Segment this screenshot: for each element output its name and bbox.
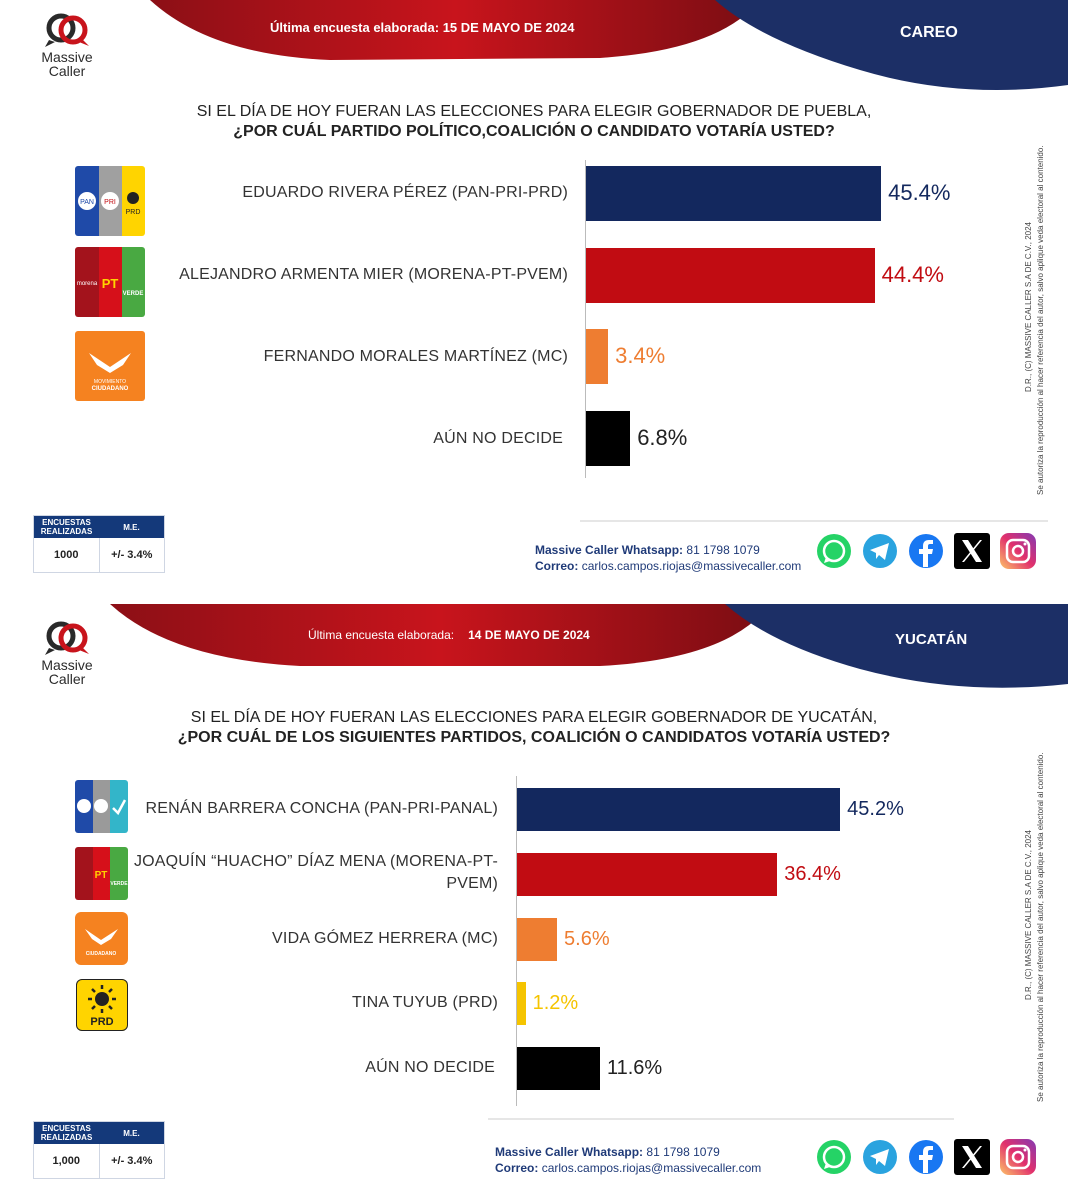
svg-text:morena: morena: [77, 281, 98, 287]
survey-date: Última encuesta elaborada: 14 DE MAYO DE …: [308, 628, 590, 642]
x-icon[interactable]: [954, 1139, 990, 1175]
social-icons: [816, 533, 1036, 569]
value-label-1: 45.2%: [847, 798, 904, 820]
bar-3: [586, 329, 609, 384]
chart-axis: [585, 160, 586, 478]
svg-text:VERDE: VERDE: [110, 881, 128, 887]
movimiento-ciudadano-logo: CIUDADANO: [75, 912, 128, 965]
svg-text:CIUDADANO: CIUDADANO: [92, 386, 129, 392]
poll-question: SI EL DÍA DE HOY FUERAN LAS ELECCIONES P…: [177, 709, 891, 746]
poll-panel-yucatan: Última encuesta elaborada: 14 DE MAYO DE …: [0, 604, 1068, 1200]
copyright-text: D.R., (C) MASSIVE CALLER S.A DE C.V., 20…: [1024, 830, 1033, 1000]
value-label-2: 44.4%: [881, 262, 944, 287]
value-label-3: 3.4%: [615, 343, 666, 368]
bar-1: [517, 788, 841, 831]
prd-logo: PRD: [76, 979, 128, 1031]
candidate-label-3: FERNANDO MORALES MARTÍNEZ (MC): [263, 348, 568, 365]
svg-text:CIUDADANO: CIUDADANO: [86, 951, 117, 957]
chart-axis: [516, 776, 517, 1106]
massive-caller-logo: Massive Caller: [30, 618, 104, 686]
bar-3: [517, 918, 558, 961]
svg-text:PRI: PRI: [104, 199, 116, 206]
bar-5: [517, 1047, 600, 1090]
morena-pt-verde-logo: morena PT VERDE: [75, 247, 145, 317]
whatsapp-icon[interactable]: [816, 533, 852, 569]
value-label-2: 36.4%: [784, 863, 841, 885]
social-icons: [816, 1139, 1036, 1175]
svg-text:VERDE: VERDE: [123, 291, 144, 297]
bar-4: [517, 982, 526, 1025]
value-label-4: 1.2%: [532, 992, 579, 1014]
copyright-text: D.R., (C) MASSIVE CALLER S.A DE C.V., 20…: [1024, 222, 1033, 392]
header-decoration: [150, 0, 1068, 90]
massive-caller-logo: Massive Caller: [30, 10, 104, 78]
instagram-icon[interactable]: [1000, 533, 1036, 569]
candidate-label-2: JOAQUÍN “HUACHO” DÍAZ MENA (MORENA-PT-PV…: [133, 853, 498, 892]
header-decoration: [110, 604, 1068, 688]
contact-info: Massive Caller Whatsapp: 81 1798 1079 Co…: [535, 543, 802, 573]
facebook-icon[interactable]: [908, 1139, 944, 1175]
telegram-icon[interactable]: [862, 533, 898, 569]
svg-text:PRD: PRD: [126, 209, 141, 216]
pan-pri-prd-logo: PAN PRI PRD: [75, 166, 145, 236]
contact-info: Massive Caller Whatsapp: 81 1798 1079 Co…: [495, 1145, 762, 1175]
survey-date: Última encuesta elaborada: 15 DE MAYO DE…: [270, 20, 575, 35]
svg-text:PT: PT: [102, 276, 119, 291]
svg-text:PAN: PAN: [80, 199, 94, 206]
bar-4: [586, 411, 631, 466]
survey-stats-table: ENCUESTAS REALIZADAS M.E. 1000 +/- 3.4%: [33, 515, 165, 573]
bar-2: [517, 853, 778, 896]
poll-question: SI EL DÍA DE HOY FUERAN LAS ELECCIONES P…: [196, 103, 872, 140]
movimiento-ciudadano-logo: MOVIMIENTO CIUDADANO: [75, 331, 145, 401]
state-label: CAREO: [900, 24, 958, 41]
candidate-label-4: TINA TUYUB (PRD): [351, 994, 498, 1011]
morena-pt-verde-logo: PT VERDE: [75, 847, 128, 900]
svg-text:MOVIMIENTO: MOVIMIENTO: [94, 379, 126, 385]
svg-text:PRD: PRD: [90, 1016, 113, 1028]
x-icon[interactable]: [954, 533, 990, 569]
svg-text:PT: PT: [95, 870, 108, 881]
candidate-label-1: RENÁN BARRERA CONCHA (PAN-PRI-PANAL): [145, 800, 498, 817]
telegram-icon[interactable]: [862, 1139, 898, 1175]
footer-divider: [488, 1118, 954, 1120]
logo-icon: [45, 13, 89, 47]
value-label-1: 45.4%: [888, 180, 951, 205]
logo-icon: [45, 621, 89, 655]
instagram-icon[interactable]: [1000, 1139, 1036, 1175]
bar-2: [586, 248, 875, 303]
facebook-icon[interactable]: [908, 533, 944, 569]
pan-pri-panal-logo: [75, 780, 128, 833]
candidate-label-1: EDUARDO RIVERA PÉREZ (PAN-PRI-PRD): [242, 184, 568, 201]
survey-stats-table: ENCUESTAS REALIZADAS M.E. 1,000 +/- 3.4%: [33, 1121, 165, 1179]
bar-1: [586, 166, 882, 221]
reproduction-note: Se autoriza la reproducción al hacer ref…: [1036, 752, 1045, 1102]
candidate-label-2: ALEJANDRO ARMENTA MIER (MORENA-PT-PVEM): [179, 266, 568, 283]
poll-panel-puebla: Última encuesta elaborada: 15 DE MAYO DE…: [30, 0, 1068, 573]
footer-divider: [580, 520, 1048, 522]
candidate-label-4: AÚN NO DECIDE: [433, 430, 563, 447]
value-label-5: 11.6%: [606, 1057, 663, 1079]
candidate-label-5: AÚN NO DECIDE: [365, 1059, 495, 1076]
reproduction-note: Se autoriza la reproducción al hacer ref…: [1036, 145, 1045, 495]
candidate-label-3: VIDA GÓMEZ HERRERA (MC): [272, 930, 498, 947]
value-label-3: 5.6%: [564, 928, 610, 950]
state-label: YUCATÁN: [895, 631, 968, 648]
value-label-4: 6.8%: [637, 425, 688, 450]
whatsapp-icon[interactable]: [816, 1139, 852, 1175]
